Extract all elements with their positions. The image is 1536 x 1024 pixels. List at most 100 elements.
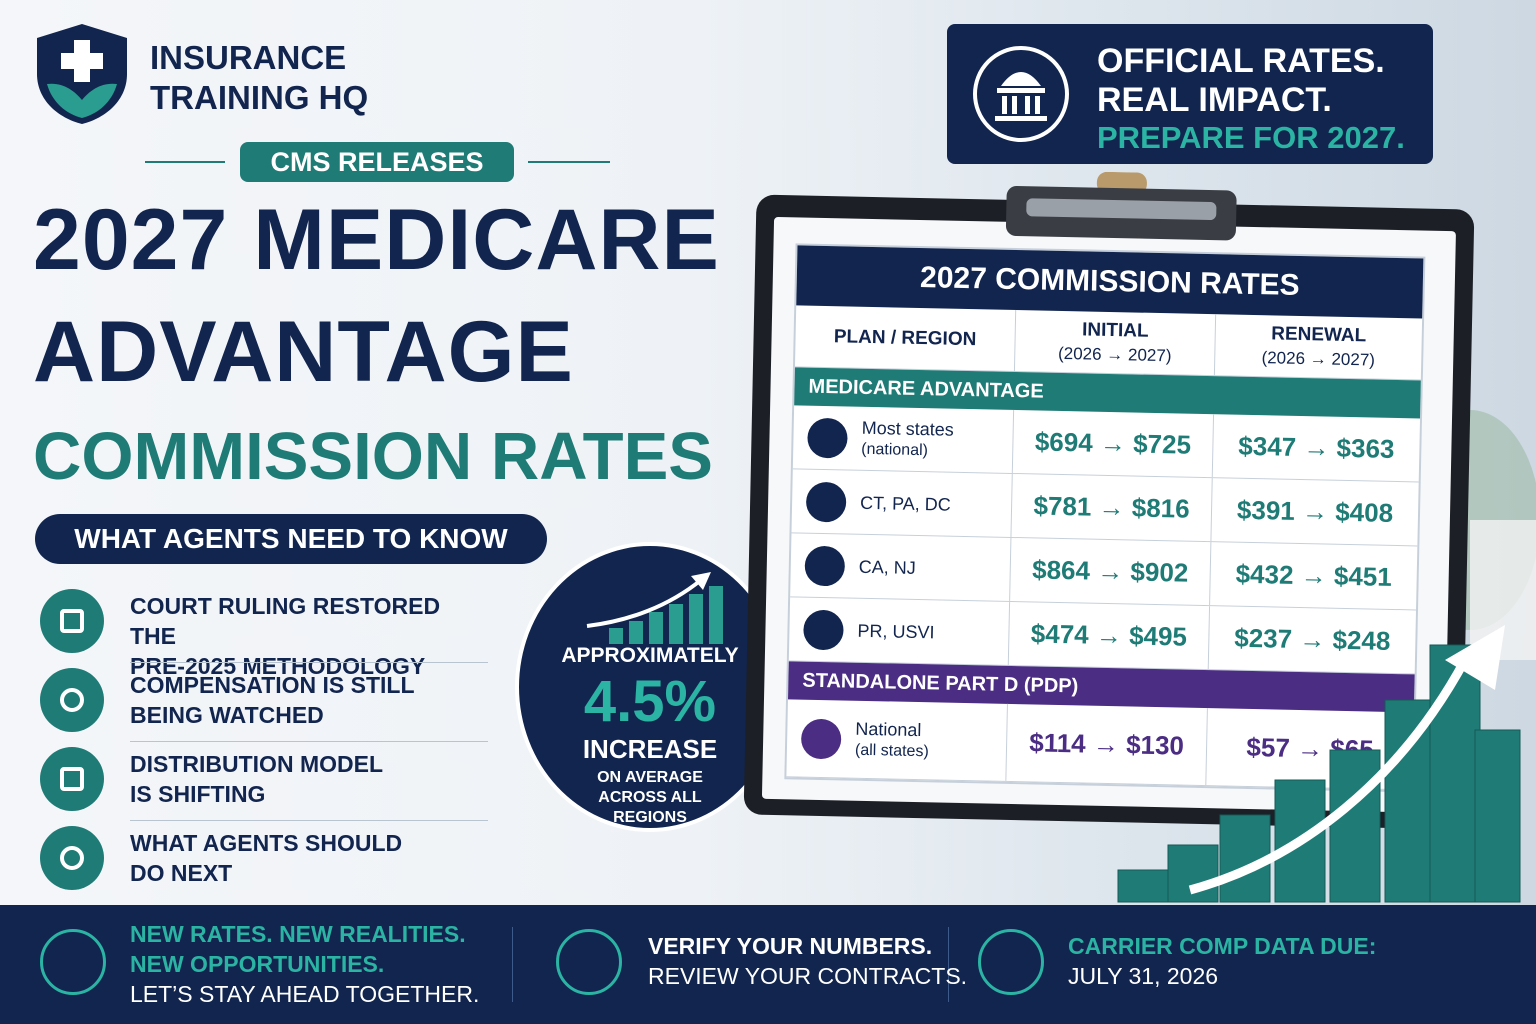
region-icon (803, 609, 844, 650)
footer-line: NEW RATES. NEW REALITIES. (130, 921, 466, 947)
footer: NEW RATES. NEW REALITIES. NEW OPPORTUNITI… (0, 905, 1536, 1024)
logo-shield (37, 24, 127, 124)
title-line: 2027 MEDICARE (33, 192, 720, 288)
title-line: COMMISSION RATES (33, 419, 713, 494)
region-text: National (all states) (855, 717, 930, 763)
header-line: INITIAL (1081, 318, 1149, 342)
footer-line: VERIFY YOUR NUMBERS. (648, 933, 933, 959)
point-icon (40, 747, 104, 811)
note-line: ON AVERAGE (597, 769, 703, 786)
renewal-value: $347 → $363 (1238, 430, 1395, 464)
divider (948, 927, 949, 1002)
point: WHAT AGENTS SHOULD DO NEXT (38, 820, 488, 900)
region-cell: National (all states) (786, 699, 1008, 781)
footer-line: REVIEW YOUR CONTRACTS. (648, 963, 968, 989)
point-line: WHAT AGENTS SHOULD (130, 830, 403, 856)
rule (528, 161, 610, 163)
region-text: PR, USVI (857, 619, 934, 643)
region-line: CT, PA, DC (859, 492, 952, 515)
initial-value: $694 → $725 (1034, 426, 1192, 460)
point: COMPENSATION IS STILL BEING WATCHED (38, 662, 488, 742)
header-line: (2026 → 2027) (1057, 343, 1172, 365)
footer-item: NEW RATES. NEW REALITIES. NEW OPPORTUNITI… (130, 919, 479, 1009)
point-text: DISTRIBUTION MODEL IS SHIFTING (130, 749, 383, 809)
region-line: Most states (861, 417, 954, 440)
footer-line: CARRIER COMP DATA DUE: (1068, 933, 1377, 959)
clipboard: 2027 COMMISSION RATES PLAN / REGION INITI… (743, 171, 1475, 830)
renewal-cell: $432 → $451 (1210, 542, 1417, 609)
callout-lead: APPROXIMATELY (561, 644, 739, 667)
header-cell: PLAN / REGION (794, 305, 1017, 371)
separator (130, 662, 488, 663)
region-icon (800, 718, 842, 759)
divider (512, 927, 513, 1002)
banner-line: REAL IMPACT. (1097, 81, 1332, 119)
brand-line: INSURANCE (150, 39, 347, 76)
glyph (60, 609, 84, 633)
region-cell: PR, USVI (788, 597, 1011, 665)
callout: APPROXIMATELY 4.5% INCREASE ON AVERAGE AC… (515, 542, 785, 832)
glyph (60, 767, 84, 791)
point-line: DO NEXT (130, 860, 233, 886)
footer-line: LET’S STAY AHEAD TOGETHER. (130, 981, 480, 1007)
initial-value: $781 → $816 (1033, 490, 1190, 524)
glyph (60, 688, 84, 712)
point-line: DISTRIBUTION MODEL (130, 751, 383, 777)
region-line: National (855, 718, 922, 740)
point-line: IS SHIFTING (130, 781, 266, 807)
region-line: (all states) (854, 741, 929, 760)
separator (130, 741, 488, 742)
region-icon (807, 417, 848, 459)
footer-item: VERIFY YOUR NUMBERS. REVIEW YOUR CONTRACT… (648, 931, 967, 991)
rule (145, 161, 225, 163)
title-line: ADVANTAGE (33, 304, 574, 400)
region-icon (805, 481, 847, 522)
note-line: REGIONS (613, 809, 687, 826)
footer-line: JULY 31, 2026 (1068, 963, 1219, 989)
callout-figure: 4.5% (583, 669, 717, 734)
region-text: Most states (national) (861, 416, 954, 462)
renewal-cell: $391 → $408 (1211, 478, 1418, 545)
header-line: PLAN / REGION (833, 325, 977, 350)
point: DISTRIBUTION MODEL IS SHIFTING (38, 741, 488, 821)
capitol-icon (973, 46, 1069, 142)
point-line: COMPENSATION IS STILL (130, 672, 415, 698)
region-cell: CT, PA, DC (791, 469, 1013, 537)
renewal-value: $391 → $408 (1236, 494, 1394, 528)
header-cell: INITIAL (2026 → 2027) (1014, 310, 1217, 376)
region-icon (804, 545, 846, 586)
glyph (60, 846, 84, 870)
callout-graph (586, 572, 723, 644)
initial-cell: $864 → $902 (1010, 537, 1212, 606)
region-line: PR, USVI (857, 620, 935, 642)
header-line: RENEWAL (1271, 322, 1367, 346)
clip (1005, 171, 1237, 241)
region-line: CA, NJ (858, 556, 917, 578)
growth-bars (1117, 625, 1521, 903)
renewal-cell: $347 → $363 (1213, 414, 1420, 481)
callout-note: ON AVERAGE ACROSS ALL REGIONS (519, 768, 781, 828)
region-text: CA, NJ (859, 555, 916, 578)
kicker: CMS RELEASES (240, 142, 514, 182)
region-text: CT, PA, DC (860, 491, 951, 515)
region-cell: Most states (national) (792, 405, 1015, 473)
initial-cell: $694 → $725 (1012, 409, 1215, 478)
note-line: ACROSS ALL (598, 789, 702, 806)
footer-icon (978, 929, 1044, 995)
initial-cell: $781 → $816 (1011, 473, 1213, 542)
header-cell: RENEWAL (2026 → 2027) (1215, 314, 1422, 379)
point-icon (40, 668, 104, 732)
brand-line: TRAINING HQ (150, 79, 369, 116)
callout-label: INCREASE (582, 734, 718, 764)
point-icon (40, 589, 104, 653)
point: COURT RULING RESTORED THE PRE-2025 METHOD… (38, 583, 488, 679)
point-text: COMPENSATION IS STILL BEING WATCHED (130, 670, 415, 730)
point-line: COURT RULING RESTORED THE (130, 593, 441, 649)
region-cell: CA, NJ (790, 533, 1012, 601)
point-line: PRE-2025 METHODOLOGY (130, 653, 426, 679)
banner-line: OFFICIAL RATES. (1097, 42, 1385, 80)
point-icon (40, 826, 104, 890)
initial-value: $864 → $902 (1031, 554, 1189, 588)
point-line: BEING WATCHED (130, 702, 324, 728)
